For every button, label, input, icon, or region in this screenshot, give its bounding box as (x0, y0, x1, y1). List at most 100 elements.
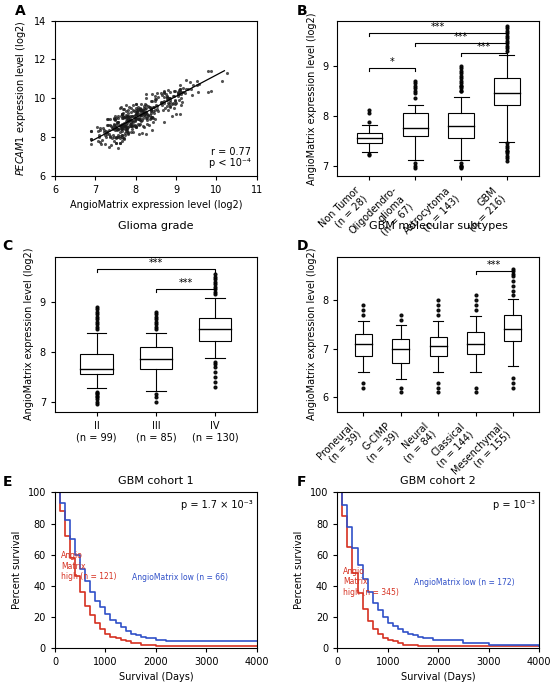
Point (135, 113, 144, 124)
Text: A: A (15, 3, 25, 17)
Title: GBM cohort 2: GBM cohort 2 (400, 476, 476, 486)
Point (139, 110, 148, 121)
Point (138, 110, 146, 121)
Point (117, 130, 126, 141)
Point (166, 92, 174, 103)
Point (127, 115, 136, 126)
Point (160, 117, 168, 128)
Point (222, 68, 231, 79)
Point (120, 120, 129, 131)
Point (130, 114, 139, 125)
Point (207, 85, 216, 96)
Point (129, 117, 138, 128)
Point (100, 124, 108, 135)
Point (182, 83, 191, 94)
Point (131, 121, 140, 132)
Bar (357, 133, 382, 143)
Point (102, 126, 111, 137)
Text: p = 1.7 × 10⁻³: p = 1.7 × 10⁻³ (181, 500, 252, 511)
Point (119, 118, 128, 129)
Point (145, 119, 153, 130)
Point (129, 126, 138, 137)
Point (111, 122, 120, 133)
Point (121, 130, 130, 141)
Point (112, 119, 120, 130)
Text: Angio
Matrix
high (n = 345): Angio Matrix high (n = 345) (343, 567, 399, 597)
Y-axis label: AngioMatrix expression level (log2): AngioMatrix expression level (log2) (24, 248, 34, 420)
Point (136, 108, 145, 119)
Point (150, 93, 159, 104)
Point (119, 103, 128, 114)
Point (131, 109, 140, 120)
Point (128, 111, 136, 122)
Text: E: E (3, 475, 12, 489)
Point (93, 121, 102, 132)
Point (121, 110, 130, 121)
Point (116, 103, 124, 114)
Point (131, 121, 140, 132)
Point (108, 121, 117, 132)
Point (99, 126, 108, 137)
Point (118, 107, 127, 119)
Point (153, 105, 162, 116)
Point (162, 88, 170, 99)
Text: ***: *** (477, 42, 491, 52)
Point (117, 124, 125, 135)
Point (160, 96, 169, 107)
Point (124, 114, 133, 125)
Point (87, 125, 96, 136)
Point (168, 97, 177, 108)
Point (146, 102, 155, 113)
Text: F: F (297, 475, 306, 489)
Point (119, 112, 128, 123)
Bar (392, 339, 409, 363)
Point (112, 131, 121, 142)
Point (109, 119, 118, 130)
Point (194, 79, 203, 90)
Point (121, 123, 130, 134)
Point (165, 94, 174, 105)
Point (186, 83, 195, 94)
Point (133, 105, 141, 116)
Point (96, 138, 105, 149)
Point (124, 121, 133, 132)
Point (123, 111, 132, 122)
Point (129, 119, 138, 130)
Point (164, 93, 173, 104)
Point (217, 76, 226, 87)
Point (122, 118, 131, 129)
Bar (199, 318, 232, 340)
Point (118, 103, 127, 114)
Point (164, 98, 173, 109)
Point (126, 111, 135, 122)
Point (170, 95, 179, 106)
Point (188, 90, 196, 101)
Point (148, 88, 157, 99)
Point (162, 94, 171, 105)
Point (140, 107, 148, 119)
Point (123, 113, 132, 124)
Point (114, 116, 123, 127)
Text: r = 0.77
p < 10⁻⁴: r = 0.77 p < 10⁻⁴ (209, 147, 251, 168)
Point (122, 121, 130, 132)
Point (170, 99, 179, 110)
Point (166, 96, 174, 107)
Title: GBM molecular subtypes: GBM molecular subtypes (368, 220, 508, 231)
Point (113, 125, 122, 136)
Point (166, 100, 175, 111)
Y-axis label: Percent survival: Percent survival (12, 531, 22, 609)
Point (102, 114, 111, 125)
Point (120, 133, 129, 144)
Point (145, 102, 153, 113)
Point (108, 123, 117, 134)
Point (117, 109, 126, 120)
Point (115, 120, 124, 131)
Point (87, 125, 96, 136)
Point (136, 103, 145, 114)
Point (120, 120, 129, 131)
Bar (494, 79, 520, 105)
Point (131, 119, 140, 130)
Point (146, 113, 155, 124)
Point (147, 112, 156, 123)
Text: Angio
Matrix
high (n = 121): Angio Matrix high (n = 121) (61, 551, 117, 582)
